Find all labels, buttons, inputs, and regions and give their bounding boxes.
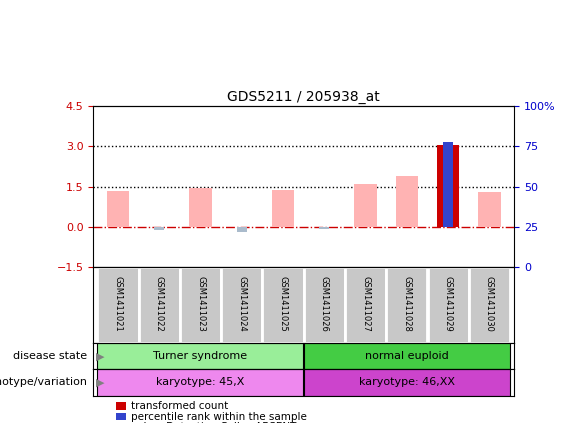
Bar [97, 267, 138, 343]
Text: GSM1411024: GSM1411024 [237, 276, 246, 331]
Text: karyotype: 46,XX: karyotype: 46,XX [359, 377, 455, 387]
Text: GSM1411026: GSM1411026 [320, 275, 329, 331]
Bar [443, 142, 453, 227]
Text: GSM1411027: GSM1411027 [361, 275, 370, 331]
Bar [354, 184, 377, 227]
Text: GSM1411028: GSM1411028 [402, 275, 411, 331]
Bar [304, 267, 345, 343]
Bar [428, 267, 469, 343]
Bar [272, 190, 294, 227]
Text: GSM1411030: GSM1411030 [485, 275, 494, 331]
Text: disease state: disease state [14, 351, 88, 361]
Bar [478, 192, 501, 227]
Title: GDS5211 / 205938_at: GDS5211 / 205938_at [227, 90, 380, 104]
Bar [180, 267, 221, 343]
Bar [319, 227, 329, 229]
Text: Turner syndrome: Turner syndrome [154, 351, 247, 361]
Bar [469, 267, 510, 343]
Bar [237, 227, 247, 231]
Bar [263, 267, 303, 343]
Bar [304, 343, 510, 369]
Text: GSM1411025: GSM1411025 [279, 276, 288, 331]
Bar [221, 267, 262, 343]
Text: percentile rank within the sample: percentile rank within the sample [131, 412, 306, 422]
Text: ▶: ▶ [96, 351, 105, 361]
Bar [154, 227, 164, 230]
Text: GSM1411023: GSM1411023 [196, 275, 205, 331]
Bar [97, 369, 303, 396]
Bar [189, 188, 212, 227]
Bar [107, 191, 129, 227]
Text: ▶: ▶ [96, 377, 105, 387]
Text: transformed count: transformed count [131, 401, 228, 411]
Text: GSM1411029: GSM1411029 [444, 276, 453, 331]
Text: value, Detection Call = ABSENT: value, Detection Call = ABSENT [131, 422, 296, 423]
Bar [437, 145, 459, 227]
Bar [345, 267, 386, 343]
Bar [386, 267, 428, 343]
Bar [396, 176, 418, 227]
Bar [97, 343, 303, 369]
Text: normal euploid: normal euploid [365, 351, 449, 361]
Text: GSM1411022: GSM1411022 [155, 276, 164, 331]
Text: karyotype: 45,X: karyotype: 45,X [157, 377, 245, 387]
Bar [304, 369, 510, 396]
Text: GSM1411021: GSM1411021 [114, 276, 123, 331]
Text: genotype/variation: genotype/variation [0, 377, 88, 387]
Bar [138, 267, 180, 343]
